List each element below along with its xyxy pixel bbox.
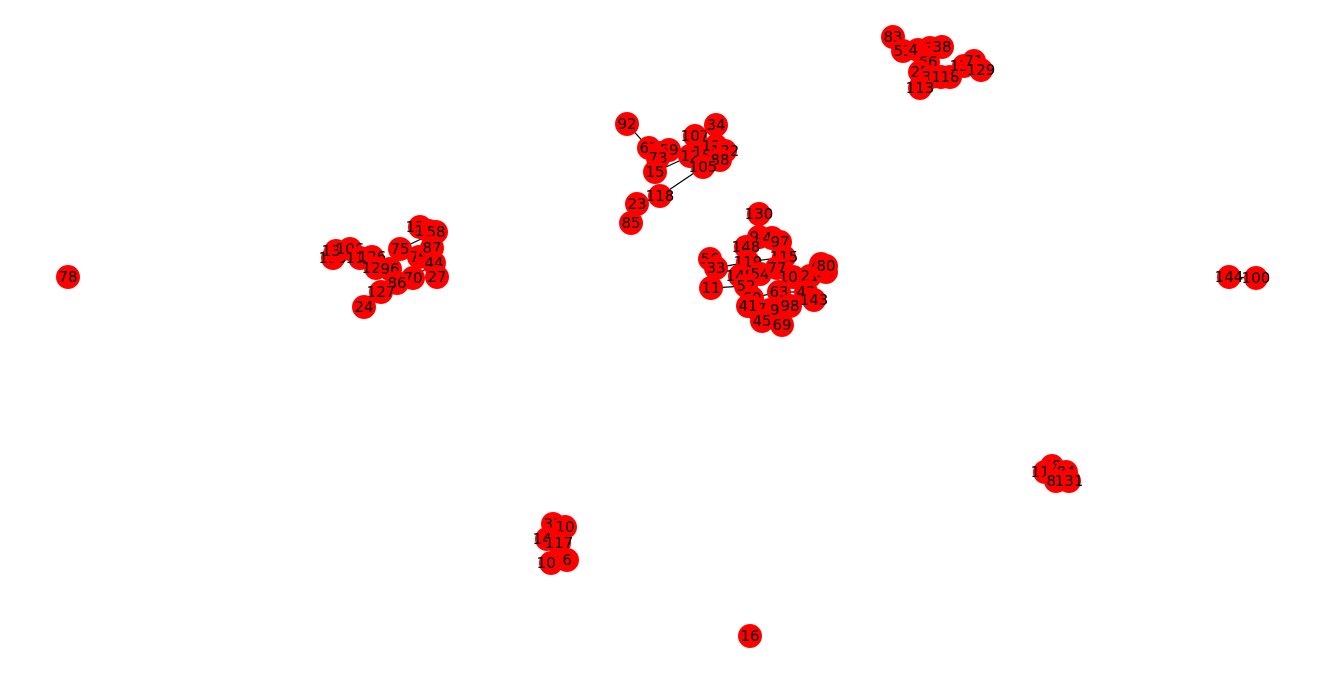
node-label: 78 (58, 268, 77, 286)
node-label: 34 (706, 116, 725, 134)
node-24: 24 (352, 295, 376, 319)
node-label: 127 (367, 283, 396, 301)
node-label: 69 (772, 316, 791, 334)
node-circle (747, 202, 771, 226)
node-34: 34 (704, 113, 728, 137)
node-label: 45 (752, 312, 771, 330)
node-circle (969, 58, 993, 82)
node-label: 33 (706, 259, 725, 277)
node-circle (619, 211, 643, 235)
node-label: 3 (925, 39, 935, 57)
node-131: 131 (1055, 469, 1084, 493)
node-15: 15 (643, 160, 667, 184)
node-circle (814, 254, 838, 278)
node-label: 100 (1242, 269, 1271, 287)
node-circle (425, 265, 449, 289)
node-33: 33 (704, 256, 728, 280)
node-69: 69 (770, 313, 794, 337)
node-circle (1244, 266, 1268, 290)
node-45: 45 (750, 309, 774, 333)
node-label: 6 (562, 551, 572, 569)
node-100: 100 (1242, 266, 1271, 290)
node-circle (56, 265, 80, 289)
node-circle (770, 313, 794, 337)
node-label: 38 (932, 38, 951, 56)
node-label: 131 (1055, 472, 1084, 490)
node-circle (930, 35, 954, 59)
node-label: 129 (967, 61, 996, 79)
node-98: 98 (778, 294, 802, 318)
node-11: 11 (699, 276, 723, 300)
node-label: 130 (745, 205, 774, 223)
node-label: 98 (780, 297, 799, 315)
node-label: 15 (645, 163, 664, 181)
node-label: 41 (738, 297, 757, 315)
node-circle (625, 192, 649, 216)
node-circle (643, 160, 667, 184)
node-circle (555, 548, 579, 572)
node-label: 92 (617, 115, 636, 133)
node-38: 38 (930, 35, 954, 59)
node-41: 41 (736, 294, 760, 318)
node-circle (736, 294, 760, 318)
node-circle (699, 276, 723, 300)
node-label: 75 (390, 240, 409, 258)
node-6: 6 (555, 548, 579, 572)
node-circle (388, 237, 412, 261)
node-27: 27 (425, 265, 449, 289)
node-circle (352, 295, 376, 319)
node-circle (615, 112, 639, 136)
node-label: 27 (427, 268, 446, 286)
node-129: 129 (967, 58, 996, 82)
node-circle (369, 280, 393, 304)
node-85: 85 (619, 211, 643, 235)
node-circle (1057, 469, 1081, 493)
node-label: 16 (740, 627, 759, 645)
node-circle (908, 76, 932, 100)
node-label: 88 (710, 151, 729, 169)
node-92: 92 (615, 112, 639, 136)
node-circle (704, 256, 728, 280)
node-127: 127 (367, 280, 396, 304)
node-label: 117 (545, 534, 574, 552)
node-circle (778, 294, 802, 318)
node-circle (648, 184, 672, 208)
node-label: 118 (646, 187, 675, 205)
node-80: 80 (814, 254, 838, 278)
node-label: 80 (816, 257, 835, 275)
node-label: 77 (767, 259, 786, 277)
node-143: 143 (800, 288, 829, 312)
node-130: 130 (745, 202, 774, 226)
node-label: 11 (701, 279, 720, 297)
node-circle (750, 309, 774, 333)
node-23: 23 (625, 192, 649, 216)
node-16: 16 (738, 624, 762, 648)
node-circle (738, 624, 762, 648)
graph-nodes: 7816144100926235597315107341214212813288… (56, 25, 1270, 648)
node-78: 78 (56, 265, 80, 289)
node-label: 143 (800, 291, 829, 309)
node-label: 107 (681, 127, 710, 145)
node-circle (704, 113, 728, 137)
node-75: 75 (388, 237, 412, 261)
node-label: 23 (627, 195, 646, 213)
node-105: 105 (689, 155, 718, 179)
node-144: 144 (1215, 265, 1244, 289)
node-circle (1217, 265, 1241, 289)
node-circle (802, 288, 826, 312)
node-label: 86 (387, 274, 406, 292)
node-label: 24 (354, 298, 373, 316)
node-label: 105 (689, 158, 718, 176)
node-label: 144 (1215, 268, 1244, 286)
node-113: 113 (906, 76, 935, 100)
node-label: 113 (906, 79, 935, 97)
node-circle (691, 155, 715, 179)
node-label: 85 (621, 214, 640, 232)
node-107: 107 (681, 124, 710, 148)
node-118: 118 (646, 184, 675, 208)
